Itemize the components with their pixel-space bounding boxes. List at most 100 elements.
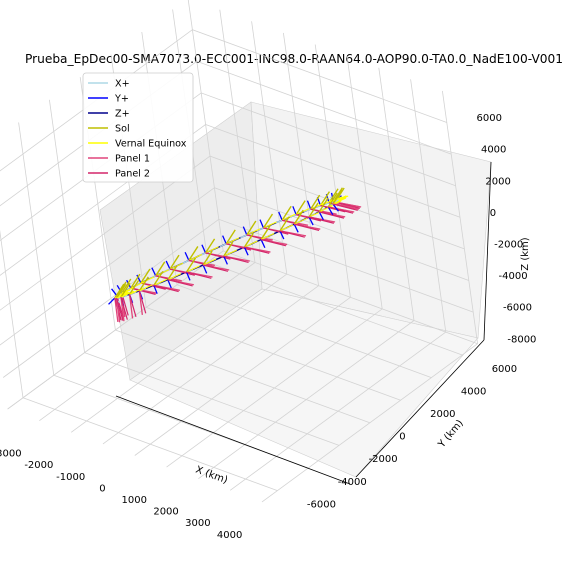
series-vernal-equinox-segment	[139, 284, 153, 292]
series-sol-segment	[169, 254, 180, 270]
series-sol-segment	[308, 202, 319, 218]
series-sol-segment	[223, 241, 234, 257]
series-sol-segment	[260, 225, 271, 240]
series-vernal-equinox-segment	[320, 199, 334, 207]
series-vernal-equinox-segment	[260, 233, 275, 241]
series-sol-segment	[293, 209, 304, 225]
series-vernal-equinox-segment	[332, 197, 347, 205]
z-tick-labels: -8000 -6000 -4000 -2000 0 2000 4000 6000	[477, 113, 537, 345]
x-tick-label: -1000	[56, 472, 85, 483]
series-yplus-segment	[318, 211, 324, 221]
series-panel2-segment	[138, 290, 147, 314]
legend-label: X+	[115, 79, 130, 90]
y-tick-label: 2000	[430, 409, 455, 420]
x-axis-line	[115, 395, 351, 485]
legend-label: Z+	[115, 109, 130, 120]
x-tick-label: 4000	[217, 530, 242, 541]
series-xplus-segment	[303, 208, 311, 213]
axes-panes	[99, 101, 492, 478]
series-panel2-segment	[328, 206, 354, 214]
grid-line-y	[146, 307, 401, 401]
x-tick-label: -3000	[0, 449, 22, 460]
series-sol-segment	[130, 273, 141, 289]
series-xplus-segment	[275, 219, 283, 224]
grid-line-z	[0, 92, 456, 242]
series-panel2-segment	[332, 203, 358, 211]
z-tick-label: -2000	[494, 240, 523, 251]
series-yplus-segment	[293, 223, 299, 233]
series-sol-segment	[115, 283, 127, 299]
z-tick-label: 0	[490, 208, 496, 219]
series-yplus-segment	[222, 235, 227, 245]
y-tick-label: -6000	[307, 499, 336, 510]
series-yplus-segment	[151, 267, 157, 277]
series-yplus-segment	[185, 271, 191, 281]
series-yplus-segment	[108, 297, 116, 305]
series-vernal-equinox-segment	[223, 249, 237, 257]
legend-label: Vernal Equinox	[115, 139, 187, 150]
series-sol-segment	[116, 281, 127, 297]
legend-label: Sol	[115, 124, 130, 135]
series-yplus-segment	[260, 239, 266, 249]
x-tick-label: 1000	[122, 495, 147, 506]
series-panel2-segment	[116, 298, 124, 321]
axis-lines	[115, 161, 492, 485]
series-panel2-segment	[116, 295, 125, 319]
legend-frame	[82, 72, 194, 183]
series-yplus-segment	[243, 246, 249, 256]
series-vernal-equinox-segment	[153, 278, 168, 286]
grid-line-y	[207, 261, 463, 356]
series-sol-segment	[167, 265, 178, 281]
series-sol-segment	[121, 278, 132, 294]
series-yplus-segment	[327, 206, 334, 216]
series-sol-segment	[332, 189, 343, 205]
series-yplus-segment	[332, 203, 339, 212]
grid-line-y	[0, 229, 24, 398]
z-tick-label: -8000	[507, 334, 536, 345]
series-panel2-segment	[202, 264, 229, 272]
series-sol-segment	[225, 229, 236, 245]
series-sol-segment	[281, 205, 292, 221]
series-yplus-segment	[259, 219, 265, 229]
z-tick-label: 4000	[481, 145, 506, 156]
series-yplus-segment	[292, 206, 297, 215]
z-tick-label: -4000	[499, 271, 528, 282]
series-panel2-segment	[244, 246, 270, 254]
series-panel1-segment	[120, 297, 125, 322]
grid-lines	[0, 0, 478, 503]
series-sol-segment	[140, 268, 151, 284]
series-panel2-segment	[223, 255, 249, 264]
z-tick-label: 6000	[477, 113, 502, 124]
series-panel1-segment	[138, 290, 143, 315]
grid-line-y	[115, 329, 370, 424]
series-yplus-segment	[153, 285, 158, 294]
grid-line-z	[7, 250, 478, 410]
series-sol-segment	[114, 283, 125, 299]
series-panel1-segment	[114, 297, 119, 323]
series-vernal-equinox-segment	[244, 240, 258, 248]
grid-line-y	[22, 397, 278, 491]
series-vernal-equinox-segment	[246, 228, 261, 236]
series-yplus-segment	[184, 251, 190, 261]
series-yplus-segment	[278, 211, 283, 221]
y-tick-label: -4000	[338, 477, 367, 488]
legend: X+ Y+ Z+ Sol Vernal Equinox Panel 1 Panel 2	[82, 72, 194, 183]
series-sol-segment	[262, 213, 274, 229]
x-tick-label: 3000	[185, 518, 210, 529]
series-xplus-segment	[240, 234, 248, 239]
legend-label: Panel 1	[115, 154, 150, 165]
series-sol-segment	[202, 250, 213, 266]
series-sol-segment	[155, 261, 166, 277]
series-vernal-equinox-segment	[310, 202, 324, 210]
series-vernal-equinox-segment	[186, 265, 200, 273]
z-tick-label: 2000	[485, 176, 510, 187]
series-sol-segment	[295, 200, 306, 216]
x-axis-label: X (km)	[194, 465, 229, 487]
series-vernal-equinox-segment	[202, 258, 217, 266]
series-sol-segment	[128, 280, 140, 295]
z-tick-label: -6000	[503, 303, 532, 314]
series-sol-segment	[246, 220, 257, 236]
